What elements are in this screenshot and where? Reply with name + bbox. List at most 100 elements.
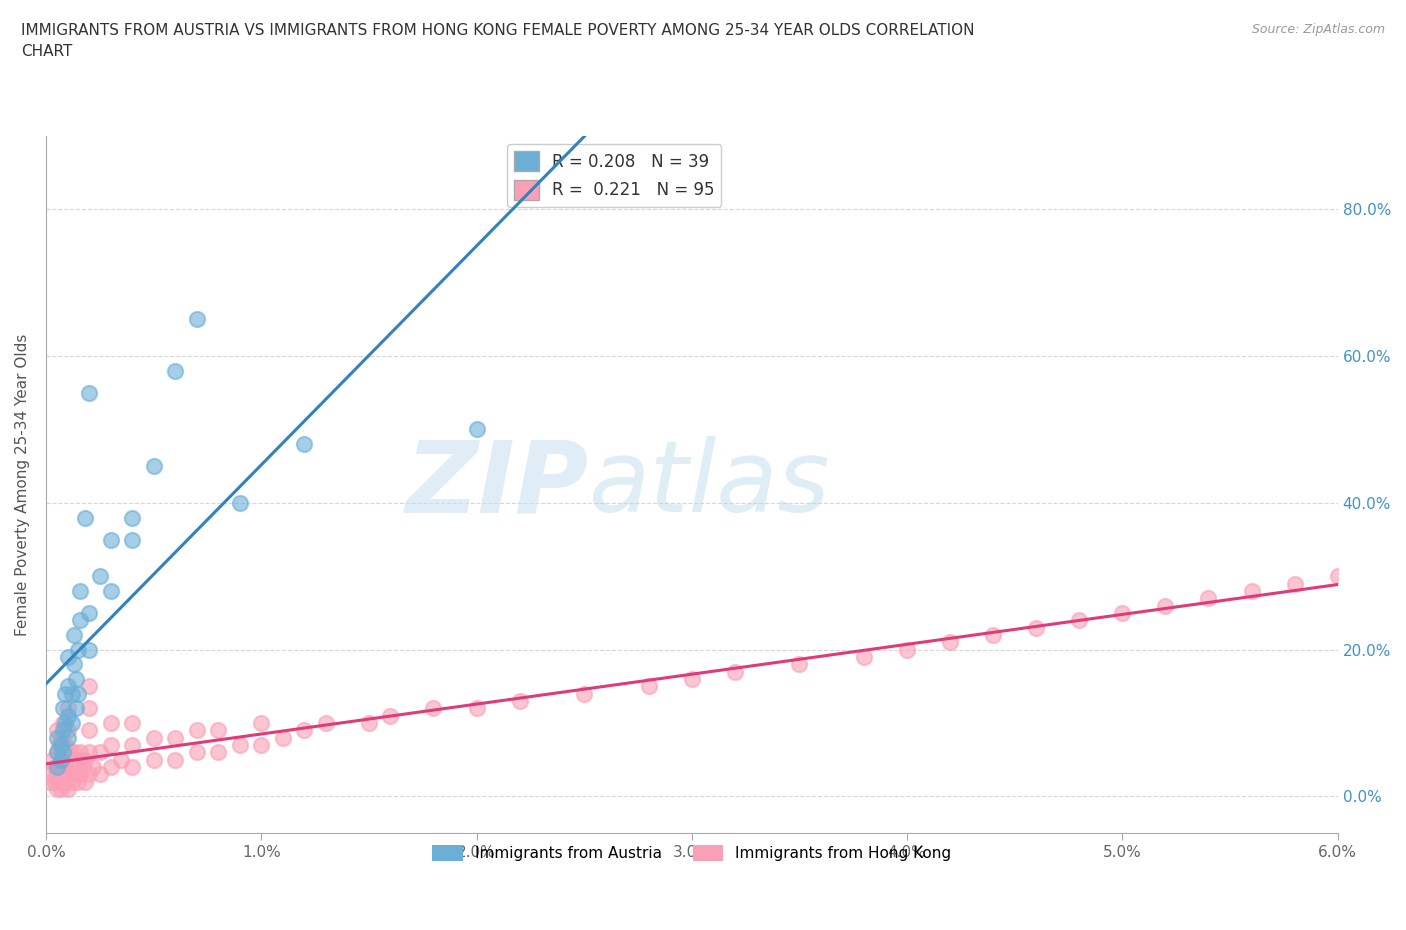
Legend: Immigrants from Austria, Immigrants from Hong Kong: Immigrants from Austria, Immigrants from…	[426, 839, 957, 868]
Text: ZIP: ZIP	[405, 436, 589, 533]
Point	[121, 532, 143, 547]
Point	[1198, 591, 1220, 605]
Point	[77, 701, 100, 716]
Point	[1154, 598, 1177, 613]
Point	[981, 628, 1004, 643]
Point	[121, 511, 143, 525]
Text: Source: ZipAtlas.com: Source: ZipAtlas.com	[1251, 23, 1385, 36]
Point	[89, 745, 111, 760]
Point	[165, 730, 187, 745]
Point	[65, 671, 87, 686]
Point	[49, 752, 72, 767]
Point	[315, 716, 337, 731]
Point	[939, 635, 962, 650]
Point	[100, 737, 122, 752]
Point	[63, 767, 86, 782]
Point	[1025, 620, 1047, 635]
Point	[724, 664, 747, 679]
Point	[250, 737, 273, 752]
Point	[121, 716, 143, 731]
Point	[853, 649, 876, 664]
Point	[100, 716, 122, 731]
Point	[142, 752, 165, 767]
Point	[77, 767, 100, 782]
Point	[65, 760, 87, 775]
Point	[896, 643, 918, 658]
Point	[45, 760, 67, 775]
Point	[77, 679, 100, 694]
Point	[45, 745, 67, 760]
Point	[39, 775, 62, 790]
Point	[45, 730, 67, 745]
Point	[52, 745, 75, 760]
Point	[292, 437, 315, 452]
Point	[49, 730, 72, 745]
Point	[60, 686, 83, 701]
Point	[52, 775, 75, 790]
Point	[53, 760, 76, 775]
Point	[1284, 577, 1306, 591]
Point	[422, 701, 444, 716]
Point	[49, 782, 72, 797]
Point	[271, 730, 294, 745]
Point	[186, 312, 208, 326]
Point	[56, 782, 79, 797]
Point	[1111, 605, 1133, 620]
Point	[73, 752, 96, 767]
Point	[52, 716, 75, 731]
Point	[207, 745, 229, 760]
Point	[72, 760, 94, 775]
Point	[250, 716, 273, 731]
Point	[41, 767, 63, 782]
Point	[1069, 613, 1091, 628]
Point	[77, 385, 100, 400]
Point	[89, 767, 111, 782]
Point	[1240, 583, 1263, 598]
Point	[60, 716, 83, 731]
Point	[52, 723, 75, 737]
Point	[82, 760, 104, 775]
Point	[77, 723, 100, 737]
Point	[789, 657, 811, 671]
Point	[380, 709, 402, 724]
Point	[509, 694, 531, 709]
Point	[67, 686, 90, 701]
Point	[228, 737, 250, 752]
Point	[186, 745, 208, 760]
Text: IMMIGRANTS FROM AUSTRIA VS IMMIGRANTS FROM HONG KONG FEMALE POVERTY AMONG 25-34 : IMMIGRANTS FROM AUSTRIA VS IMMIGRANTS FR…	[21, 23, 974, 60]
Point	[165, 364, 187, 379]
Point	[48, 737, 70, 752]
Point	[48, 775, 70, 790]
Point	[49, 752, 72, 767]
Point	[45, 782, 67, 797]
Point	[1326, 569, 1348, 584]
Point	[142, 458, 165, 473]
Point	[186, 723, 208, 737]
Point	[100, 532, 122, 547]
Point	[110, 752, 132, 767]
Point	[49, 737, 72, 752]
Point	[465, 701, 488, 716]
Point	[73, 511, 96, 525]
Point	[56, 767, 79, 782]
Point	[45, 767, 67, 782]
Point	[165, 752, 187, 767]
Point	[59, 767, 82, 782]
Point	[63, 745, 86, 760]
Point	[56, 730, 79, 745]
Point	[207, 723, 229, 737]
Point	[77, 605, 100, 620]
Point	[121, 760, 143, 775]
Text: atlas: atlas	[589, 436, 830, 533]
Point	[44, 760, 66, 775]
Point	[63, 657, 86, 671]
Point	[45, 723, 67, 737]
Point	[60, 752, 83, 767]
Point	[59, 745, 82, 760]
Point	[69, 613, 91, 628]
Point	[637, 679, 659, 694]
Point	[69, 583, 91, 598]
Point	[77, 643, 100, 658]
Point	[100, 583, 122, 598]
Point	[53, 716, 76, 731]
